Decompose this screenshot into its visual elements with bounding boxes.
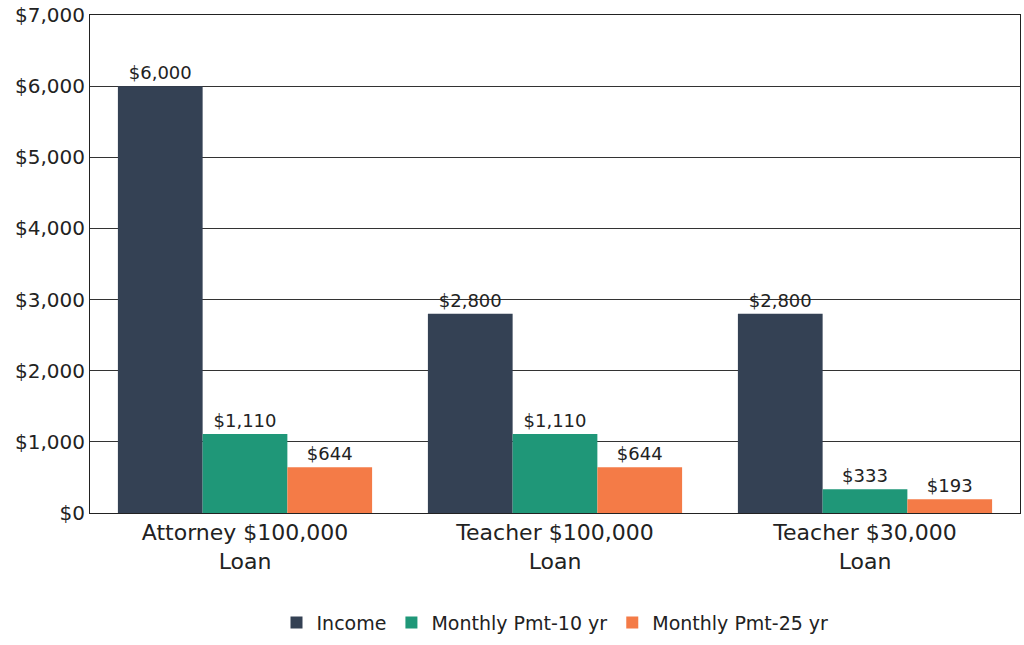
- svg-text:$3,000: $3,000: [15, 288, 85, 312]
- svg-text:$5,000: $5,000: [15, 145, 85, 169]
- svg-text:Monthly Pmt-10 yr: Monthly Pmt-10 yr: [431, 612, 607, 634]
- svg-text:$1,110: $1,110: [214, 410, 277, 431]
- svg-text:$333: $333: [842, 465, 888, 486]
- svg-text:$4,000: $4,000: [15, 216, 85, 240]
- svg-text:$644: $644: [617, 443, 663, 464]
- svg-text:$2,000: $2,000: [15, 359, 85, 383]
- svg-text:$1,110: $1,110: [524, 410, 587, 431]
- svg-text:$0: $0: [60, 501, 85, 525]
- svg-text:Monthly Pmt-25 yr: Monthly Pmt-25 yr: [652, 612, 828, 634]
- svg-text:$644: $644: [307, 443, 353, 464]
- svg-text:$6,000: $6,000: [129, 62, 192, 83]
- svg-text:Teacher $100,000Loan: Teacher $100,000Loan: [455, 520, 653, 574]
- svg-text:$2,800: $2,800: [439, 290, 502, 311]
- svg-text:$193: $193: [927, 475, 973, 496]
- svg-text:$6,000: $6,000: [15, 74, 85, 98]
- svg-text:Income: Income: [317, 612, 387, 634]
- svg-text:Teacher $30,000Loan: Teacher $30,000Loan: [772, 520, 956, 574]
- svg-text:$2,800: $2,800: [749, 290, 812, 311]
- svg-text:$7,000: $7,000: [15, 3, 85, 27]
- svg-text:Attorney $100,000Loan: Attorney $100,000Loan: [142, 520, 349, 574]
- svg-text:$1,000: $1,000: [15, 430, 85, 454]
